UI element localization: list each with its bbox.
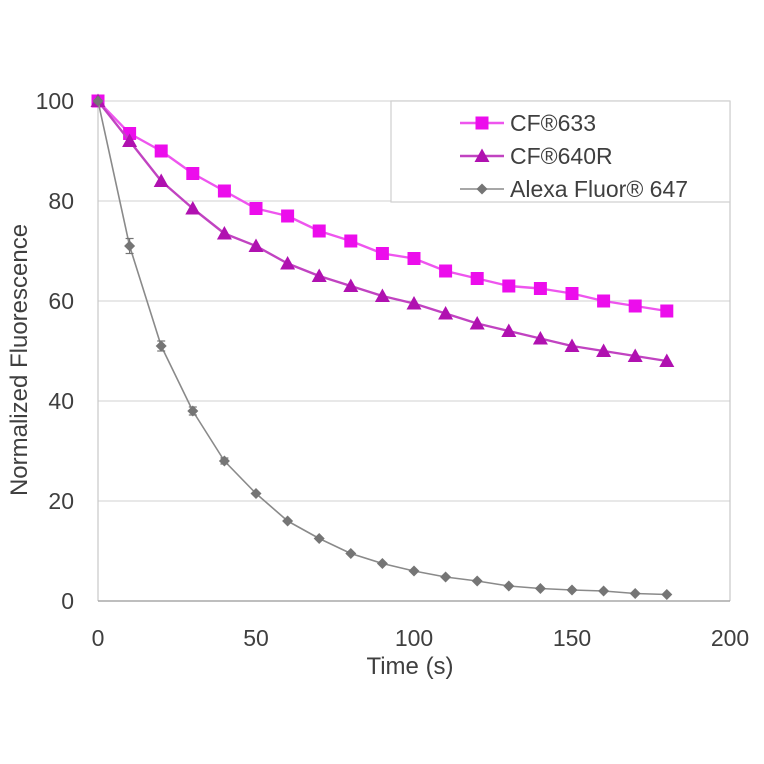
series-alexa-fluor-647 — [92, 95, 673, 600]
y-tick-label-60: 60 — [48, 288, 74, 314]
data-point-alexa-fluor-647-t20 — [155, 340, 167, 352]
data-point-cf-640r-t70 — [311, 268, 327, 282]
data-point-cf-633-t50 — [249, 202, 263, 215]
data-point-cf-633-t30 — [186, 167, 200, 180]
data-point-alexa-fluor-647-t30 — [187, 405, 199, 417]
legend-item-cf-633: CF®633 — [460, 110, 596, 136]
data-point-cf-633-t110 — [439, 264, 453, 278]
data-point-cf-633-t150 — [565, 287, 579, 300]
data-point-cf-633-t130 — [502, 279, 516, 293]
data-point-cf-633-t80 — [344, 234, 358, 248]
y-tick-label-20: 20 — [48, 488, 74, 514]
x-tick-label-0: 0 — [92, 625, 105, 651]
data-point-cf-640r-t170 — [627, 348, 643, 362]
data-point-cf-640r-t30 — [185, 201, 201, 215]
data-point-alexa-fluor-647-t100 — [408, 565, 420, 577]
legend-item-alexa-fluor-647: Alexa Fluor® 647 — [460, 176, 688, 202]
legend-item-cf-640r: CF®640R — [460, 143, 613, 169]
data-point-cf-633-t60 — [281, 209, 295, 223]
data-point-cf-633-t170 — [628, 299, 642, 313]
plot-area: 0 20 40 60 80 100 0 50 100 150 200 CF®633 CF®640R Ale… — [36, 88, 750, 651]
legend-label: Alexa Fluor® 647 — [510, 176, 688, 202]
y-axis-title: Normalized Fluorescence — [6, 224, 33, 496]
data-point-cf-640r-t50 — [248, 238, 264, 252]
data-point-cf-640r-t180 — [659, 353, 675, 367]
data-point-cf-633-t180 — [660, 304, 674, 318]
data-point-cf-633-t160 — [597, 294, 611, 308]
series-cf-633 — [91, 94, 674, 318]
data-point-alexa-fluor-647-t130 — [503, 580, 515, 592]
y-tick-label-80: 80 — [48, 188, 74, 214]
data-point-cf-633-t90 — [375, 247, 389, 260]
data-point-cf-640r-t150 — [564, 338, 580, 352]
data-point-alexa-fluor-647-t150 — [566, 584, 578, 596]
legend: CF®633 CF®640R Alexa Fluor® 647 — [390, 100, 731, 203]
data-point-cf-633-t20 — [154, 144, 168, 158]
data-point-cf-640r-t110 — [438, 306, 454, 320]
y-tick-label-40: 40 — [48, 388, 74, 414]
series-cf-640r — [90, 93, 675, 367]
data-point-alexa-fluor-647-t0 — [92, 95, 104, 107]
x-axis-title: Time (s) — [366, 653, 453, 680]
x-tick-label-50: 50 — [243, 625, 269, 651]
data-point-cf-640r-t130 — [501, 323, 517, 337]
triangle-icon — [474, 148, 490, 162]
data-point-alexa-fluor-647-t160 — [598, 585, 610, 597]
x-tick-label-200: 200 — [711, 625, 749, 651]
data-point-cf-640r-t10 — [122, 133, 138, 147]
data-point-cf-640r-t80 — [343, 278, 359, 292]
data-point-alexa-fluor-647-t10 — [124, 240, 136, 252]
data-point-cf-640r-t140 — [532, 331, 548, 345]
data-point-alexa-fluor-647-t180 — [661, 589, 673, 600]
data-point-cf-640r-t40 — [216, 226, 232, 240]
data-point-cf-640r-t100 — [406, 296, 422, 310]
data-point-cf-640r-t90 — [374, 288, 390, 302]
data-point-alexa-fluor-647-t170 — [629, 588, 641, 599]
data-point-cf-633-t140 — [533, 282, 547, 295]
data-point-cf-640r-t20 — [153, 173, 169, 187]
data-point-cf-640r-t60 — [280, 256, 296, 270]
data-point-alexa-fluor-647-t60 — [282, 515, 294, 527]
x-tick-label-100: 100 — [395, 625, 433, 651]
data-point-alexa-fluor-647-t120 — [471, 575, 483, 587]
legend-box — [390, 100, 731, 203]
data-point-alexa-fluor-647-t140 — [534, 583, 546, 594]
data-point-alexa-fluor-647-t70 — [313, 533, 325, 544]
data-point-cf-633-t70 — [312, 224, 326, 238]
y-tick-label-100: 100 — [36, 88, 74, 114]
legend-label: CF®633 — [510, 110, 596, 136]
data-point-alexa-fluor-647-t50 — [250, 488, 262, 499]
square-icon — [475, 116, 489, 130]
legend-label: CF®640R — [510, 143, 613, 169]
data-point-alexa-fluor-647-t110 — [440, 571, 452, 583]
data-point-cf-633-t120 — [470, 272, 484, 285]
x-tick-label-150: 150 — [553, 625, 591, 651]
diamond-icon — [476, 183, 488, 195]
data-point-cf-633-t100 — [407, 252, 421, 265]
data-point-alexa-fluor-647-t80 — [345, 548, 357, 559]
data-point-alexa-fluor-647-t90 — [376, 558, 388, 569]
data-point-cf-633-t40 — [217, 184, 231, 198]
data-point-cf-640r-t160 — [596, 343, 612, 357]
data-point-cf-640r-t120 — [469, 316, 485, 330]
y-tick-label-0: 0 — [61, 588, 74, 614]
data-point-alexa-fluor-647-t40 — [218, 455, 230, 467]
